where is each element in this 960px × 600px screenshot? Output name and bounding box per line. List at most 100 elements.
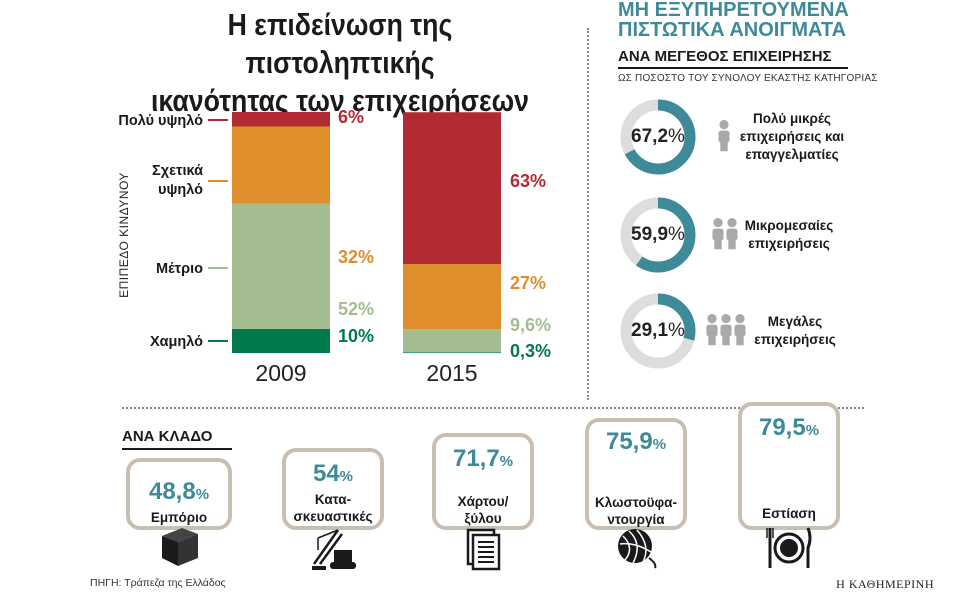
bar-segment-2015-1 bbox=[403, 329, 501, 353]
donut-value-number-2: 29,1 bbox=[631, 320, 669, 341]
donut-chart-0 bbox=[620, 99, 696, 175]
person-icon-2-2 bbox=[734, 314, 746, 346]
bar-value-label-2015-1: 9,6% bbox=[510, 315, 551, 335]
bar-segment-2009-0 bbox=[232, 328, 330, 353]
bar-value-label-2009-1: 52% bbox=[338, 299, 374, 319]
donut-chart-2 bbox=[620, 293, 696, 369]
people-icon-2 bbox=[706, 314, 746, 346]
donut-value-label-1: 59,9% bbox=[618, 195, 698, 275]
sector-box-2: 71,7% Χάρτου/ξύλου bbox=[432, 433, 534, 530]
paper-icon bbox=[466, 528, 501, 571]
donut-row-2: 29,1% Μεγάλες επιχειρήσεις bbox=[618, 291, 948, 371]
person-icon-2-1 bbox=[720, 314, 732, 346]
sector-name-line-3-0: Κλωστοϋφα- bbox=[595, 495, 677, 510]
bar-segment-2009-1 bbox=[232, 203, 330, 329]
bar-segment-2015-2 bbox=[403, 264, 501, 330]
sector-value-percent-2: % bbox=[499, 453, 514, 470]
sector-name-line-1-0: Κατα- bbox=[314, 492, 352, 507]
risk-stacked-bar-chart: 2009 2015 10% 52% 32% 6% 0,3% 9,6% 27% 63% Πολύ υψ… bbox=[117, 107, 551, 386]
sector-value-percent-4: % bbox=[805, 422, 820, 439]
sector-name-2: Χάρτου/ξύλου bbox=[436, 493, 530, 527]
donut-arc-2 bbox=[620, 293, 696, 369]
donut-value-percent-1: % bbox=[668, 224, 685, 245]
bar-value-label-2015-2: 27% bbox=[510, 273, 546, 293]
donut-category-line-1-0: Μικρομεσαίες bbox=[744, 218, 834, 233]
side-panel-subtitle: ΑΝΑ ΜΕΓΕΘΟΣ ΕΠΙΧΕΙΡΗΣΗΣ bbox=[618, 48, 832, 65]
sector-value-number-1: 54 bbox=[312, 460, 340, 487]
person-icon-1-1 bbox=[726, 218, 738, 250]
donut-value-label-0: 67,2% bbox=[618, 97, 698, 177]
legend-label-0-0: Πολύ υψηλό bbox=[118, 113, 203, 129]
donut-row-1: 59,9% Μικρομεσαίες επιχειρήσεις bbox=[618, 195, 948, 275]
sector-name-line-2-1: ξύλου bbox=[464, 511, 502, 526]
sector-value-number-3: 75,9 bbox=[605, 428, 653, 455]
sector-value-percent-0: % bbox=[195, 486, 210, 503]
brand-logo: Η ΚΑΘΗΜΕΡΙΝΗ bbox=[836, 577, 934, 591]
sector-icon-wrap-3 bbox=[611, 522, 661, 575]
side-panel-note: ΩΣ ΠΟΣΟΣΤΟ ΤΟΥ ΣΥΝΟΛΟΥ ΕΚΑΣΤΗΣ ΚΑΤΗΓΟΡΙΑ… bbox=[618, 73, 878, 84]
bar-segment-2009-2 bbox=[232, 126, 330, 204]
legend-label-1-1: υψηλό bbox=[158, 182, 203, 198]
main-title: Η επιδείνωση της πιστοληπτικής ικανότητα… bbox=[134, 6, 547, 120]
bar-category-label-2009: 2009 bbox=[255, 360, 306, 386]
dining-icon bbox=[766, 527, 812, 568]
sector-icon-wrap-4 bbox=[764, 522, 814, 575]
bar-value-label-2009-0: 10% bbox=[338, 326, 374, 346]
legend-label-2-0: Μέτριο bbox=[156, 261, 203, 277]
sector-value-number-2: 71,7 bbox=[452, 445, 500, 472]
crane-icon bbox=[312, 529, 356, 570]
sector-value-4: 79,5% bbox=[742, 414, 836, 442]
person-icon-0-0 bbox=[718, 120, 730, 152]
sector-name-line-1-1: σκευαστικές bbox=[293, 509, 373, 524]
vertical-divider bbox=[587, 28, 589, 400]
sector-value-number-0: 48,8 bbox=[148, 478, 196, 505]
sector-value-1: 54% bbox=[286, 460, 380, 488]
donut-value-percent-2: % bbox=[668, 320, 685, 341]
source-note: ΠΗΓΗ: Τράπεζα της Ελλάδος bbox=[90, 577, 226, 589]
sector-name-1: Κατα-σκευαστικές bbox=[286, 491, 380, 525]
bar-category-label-2015: 2015 bbox=[426, 360, 477, 386]
sector-name-3: Κλωστοϋφα-ντουργία bbox=[589, 494, 683, 528]
donut-category-label-0: Πολύ μικρές επιχειρήσεις και επαγγελματίες bbox=[722, 97, 862, 177]
person-icon-1-0 bbox=[712, 218, 724, 250]
donut-category-line-1-1: επιχειρήσεις bbox=[748, 236, 830, 251]
donut-category-label-1: Μικρομεσαίες επιχειρήσεις bbox=[719, 195, 859, 275]
donut-arc-1 bbox=[620, 197, 696, 273]
sector-value-2: 71,7% bbox=[436, 445, 530, 473]
sector-section-title: ΑΝΑ ΚΛΑΔΟ bbox=[122, 428, 213, 445]
side-panel-title: ΜΗ ΕΞΥΠΗΡΕΤΟΥΜΕΝΑ ΠΙΣΤΩΤΙΚΑ ΑΝΟΙΓΜΑΤΑ bbox=[618, 0, 849, 41]
sector-box-4: 79,5% Εστίαση bbox=[738, 402, 840, 530]
sector-name-line-4-0: Εστίαση bbox=[762, 506, 816, 521]
bar-value-label-2015-3: 63% bbox=[510, 171, 546, 191]
sector-name-0: Εμπόριο bbox=[130, 509, 228, 526]
yarn-icon bbox=[618, 529, 657, 569]
donut-category-line-0-1: επιχειρήσεις και bbox=[739, 129, 845, 144]
legend-label-3-0: Χαμηλό bbox=[150, 334, 203, 350]
donut-value-label-2: 29,1% bbox=[618, 291, 698, 371]
donut-arc-0 bbox=[620, 99, 696, 175]
sector-icon-wrap-0 bbox=[154, 522, 204, 575]
main-title-line-2: ικανότητας των επιχειρήσεων bbox=[151, 83, 529, 118]
donut-value-number-0: 67,2 bbox=[631, 126, 669, 147]
donut-category-line-0-2: επαγγελματίες bbox=[745, 147, 839, 162]
people-icon-0 bbox=[718, 120, 730, 152]
sector-name-line-0-0: Εμπόριο bbox=[150, 510, 208, 525]
sector-name-4: Εστίαση bbox=[742, 505, 836, 522]
bar-segment-2015-0 bbox=[403, 352, 501, 354]
donut-category-line-0-0: Πολύ μικρές bbox=[753, 111, 831, 126]
sector-name-line-3-1: ντουργία bbox=[607, 512, 665, 527]
bar-segment-2015-3 bbox=[403, 112, 501, 265]
y-axis-label: ΕΠΙΠΕΔΟ ΚΙΝΔΥΝΟΥ bbox=[117, 172, 131, 298]
sector-value-number-4: 79,5 bbox=[758, 414, 806, 441]
main-title-line-1: Η επιδείνωση της πιστοληπτικής bbox=[227, 7, 453, 80]
sector-value-percent-3: % bbox=[652, 436, 667, 453]
sector-icon-wrap-1 bbox=[308, 524, 358, 577]
donut-chart-1 bbox=[620, 197, 696, 273]
bar-value-label-2009-2: 32% bbox=[338, 247, 374, 267]
side-panel-subtitle-underline bbox=[618, 67, 848, 69]
donut-value-percent-0: % bbox=[668, 126, 685, 147]
person-icon-2-0 bbox=[706, 314, 718, 346]
donut-value-number-1: 59,9 bbox=[631, 224, 669, 245]
donut-category-label-2: Μεγάλες επιχειρήσεις bbox=[725, 291, 865, 371]
box-icon bbox=[162, 528, 198, 566]
